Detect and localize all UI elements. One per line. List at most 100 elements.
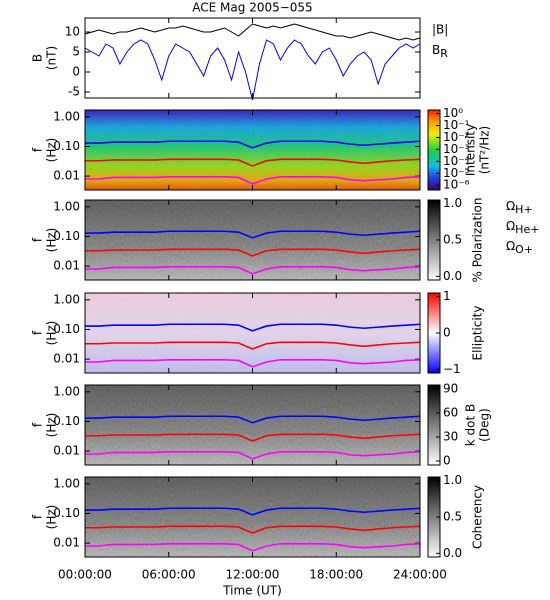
y-tick-label: -5 xyxy=(68,85,80,99)
spectrogram-texture xyxy=(85,110,420,190)
colorbar-tick-label: 0 xyxy=(443,326,451,340)
data-line xyxy=(85,525,421,534)
plot-frame xyxy=(84,384,421,466)
colorbar-tick-label: 30 xyxy=(443,430,458,444)
colorbar-tick-label: 10⁻⁶ xyxy=(443,178,470,192)
y-axis-label: B xyxy=(31,54,45,62)
y-axis-label: (Hz) xyxy=(45,505,59,530)
spectrogram-texture xyxy=(85,293,420,373)
y-axis-label: f xyxy=(31,514,45,519)
y-tick-label: 1.00 xyxy=(53,109,80,123)
y-tick-label: 0.01 xyxy=(53,352,80,366)
y-tick-label: 0.01 xyxy=(53,169,80,183)
colorbar-label: Coherency xyxy=(471,485,485,549)
x-tick-label: 00:00:00 xyxy=(58,568,112,582)
y-tick-label: 0.01 xyxy=(53,536,80,550)
legend-label: ΩH+ xyxy=(506,199,533,217)
legend-label: ΩO+ xyxy=(506,239,533,257)
y-tick-label: 0.10 xyxy=(53,229,80,243)
spectrogram-texture xyxy=(85,477,420,557)
colorbar-tick-label: 1.0 xyxy=(443,196,462,210)
colorbar-tick-label: 0.5 xyxy=(443,233,462,247)
y-axis-label: (nT) xyxy=(45,46,59,70)
data-line xyxy=(84,39,421,101)
colorbar-tick-label: 0.0 xyxy=(443,269,462,283)
colorbar-tick-label: 10⁻⁴ xyxy=(443,154,470,168)
legend-label: |B| xyxy=(432,23,448,37)
colorbar-tick-label: 1.0 xyxy=(443,473,462,487)
data-line xyxy=(85,415,421,424)
y-tick-label: 0.10 xyxy=(53,414,80,428)
data-line xyxy=(85,158,421,167)
x-tick-label: 06:00:00 xyxy=(142,568,196,582)
spectrogram-texture xyxy=(85,385,420,465)
colorbar-tick-label: 10⁻⁵ xyxy=(443,166,470,180)
colorbar xyxy=(427,384,441,466)
y-axis-label: (Hz) xyxy=(45,138,59,163)
y-axis-label: f xyxy=(31,422,45,427)
x-tick-label: 24:00:00 xyxy=(393,568,447,582)
data-line xyxy=(85,341,421,350)
y-tick-label: 0.10 xyxy=(53,322,80,336)
y-tick-label: 1.00 xyxy=(53,199,80,213)
y-axis-label: f xyxy=(31,147,45,152)
colorbar-label: k dot B xyxy=(464,404,478,446)
data-line xyxy=(85,433,421,442)
spectrogram-texture xyxy=(85,200,420,280)
y-axis-label: (Hz) xyxy=(45,228,59,253)
data-line xyxy=(85,230,421,239)
y-axis-label: f xyxy=(31,330,45,335)
colorbar-tick-label: 10⁻² xyxy=(443,130,470,144)
data-line xyxy=(85,265,421,275)
y-tick-label: 1.00 xyxy=(53,476,80,490)
data-line xyxy=(85,140,421,149)
colorbar-tick-label: −1 xyxy=(443,362,461,376)
legend-label: ΩHe+ xyxy=(506,219,539,237)
data-line xyxy=(85,323,421,332)
colorbar-tick-label: 0.5 xyxy=(443,510,462,524)
data-line xyxy=(84,23,421,41)
colorbar-tick-label: 0.0 xyxy=(443,546,462,560)
colorbar-label: (nT²/Hz) xyxy=(478,126,492,174)
plot-frame xyxy=(84,292,421,374)
y-axis-label: (Hz) xyxy=(45,413,59,438)
y-tick-label: 10 xyxy=(65,25,80,39)
colorbar-tick-label: 0 xyxy=(443,454,451,468)
y-tick-label: 0.10 xyxy=(53,506,80,520)
colorbar xyxy=(427,109,441,191)
y-tick-label: 1.00 xyxy=(53,292,80,306)
y-tick-label: 0 xyxy=(72,65,80,79)
colorbar-tick-label: 10⁻³ xyxy=(443,142,470,156)
data-line xyxy=(85,507,421,516)
plot-frame xyxy=(84,109,421,191)
data-line xyxy=(85,175,421,185)
data-line xyxy=(85,450,421,460)
legend-label: BR xyxy=(432,43,448,61)
data-line xyxy=(85,248,421,257)
y-axis-label: (Hz) xyxy=(45,321,59,346)
y-tick-label: 5 xyxy=(72,45,80,59)
x-tick-label: 12:00:00 xyxy=(226,568,280,582)
x-axis-label: Time (UT) xyxy=(222,584,282,598)
colorbar-label: % Polarization xyxy=(471,198,485,283)
colorbar-tick-label: 60 xyxy=(443,406,458,420)
y-axis-label: f xyxy=(31,237,45,242)
plot-frame xyxy=(84,476,421,558)
data-line xyxy=(85,542,421,552)
y-tick-label: 0.01 xyxy=(53,259,80,273)
colorbar-tick-label: 10⁰ xyxy=(443,106,463,120)
y-tick-label: 1.00 xyxy=(53,384,80,398)
chart-title: ACE Mag 2005−055 xyxy=(192,1,312,15)
colorbar-tick-label: 1 xyxy=(443,289,451,303)
y-tick-label: 0.01 xyxy=(53,444,80,458)
colorbar-tick-label: 90 xyxy=(443,382,458,396)
colorbar-label: Ellipticity xyxy=(471,306,485,361)
colorbar-tick-label: 10⁻¹ xyxy=(443,118,470,132)
colorbar-label: (Deg) xyxy=(478,408,492,442)
plot-frame xyxy=(84,199,421,281)
x-tick-label: 18:00:00 xyxy=(309,568,363,582)
colorbar-label: Intensity xyxy=(464,124,478,176)
data-line xyxy=(85,358,421,368)
